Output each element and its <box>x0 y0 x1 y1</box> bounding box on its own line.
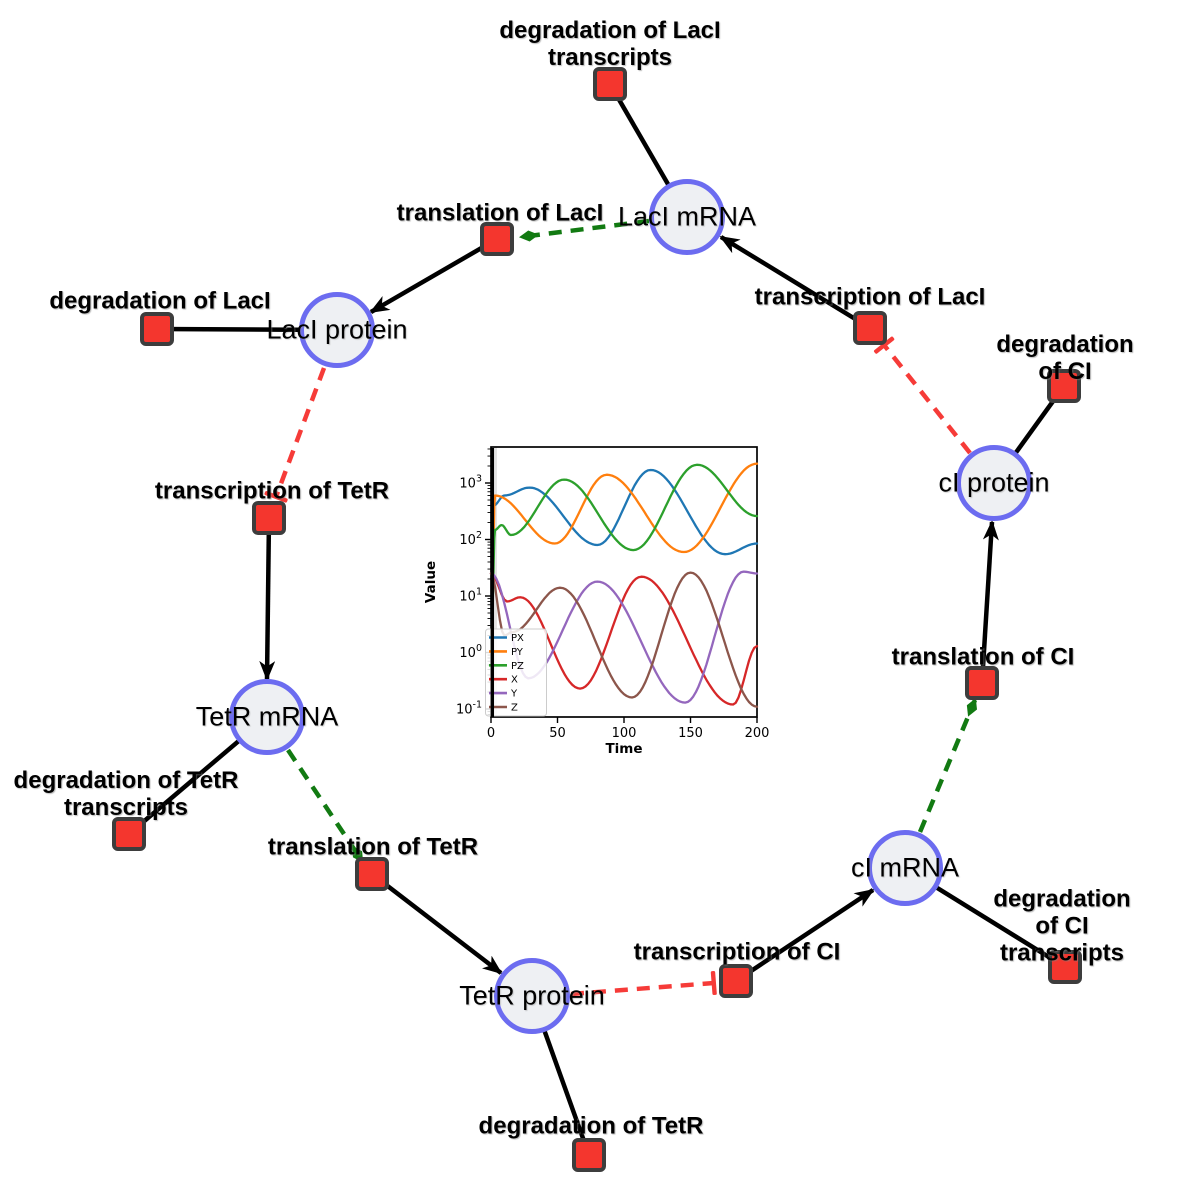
reaction-node-degradation-laci[interactable] <box>140 312 174 346</box>
reaction-node-transcription-ci[interactable] <box>719 964 753 998</box>
reaction-node-degradation-ci[interactable] <box>1047 369 1081 403</box>
species-label-tetr-mrna: TetR mRNA <box>195 701 339 732</box>
edge-translation-to-laciprotein <box>369 237 499 314</box>
reaction-label: translation of CI <box>891 643 1075 671</box>
reaction-node-degradation-tetr[interactable] <box>572 1138 606 1172</box>
reaction-label: degradation of CI transcripts <box>993 885 1131 967</box>
species-label-ci-mrna: cI mRNA <box>851 852 959 883</box>
y-tick-label: 100 <box>459 643 482 661</box>
reaction-node-degradation-tetr-transcripts[interactable] <box>112 817 146 851</box>
species-node-ci-protein[interactable] <box>956 445 1032 521</box>
reaction-node-degradation-ci-transcripts[interactable] <box>1048 950 1082 984</box>
x-tick-label: 100 <box>612 726 637 741</box>
species-label-laci-protein: LacI protein <box>266 314 408 345</box>
series-PX <box>489 468 759 654</box>
species-node-ci-mrna[interactable] <box>867 830 943 906</box>
edge-laciprotein-inhibits-tetr-transcription <box>264 367 327 503</box>
edge-transcription-to-cimrna <box>734 888 875 983</box>
series-X <box>489 572 759 706</box>
series-PZ <box>489 463 759 654</box>
reaction-node-degradation-laci-transcripts[interactable] <box>593 67 627 101</box>
reaction-label: transcription of CI <box>633 938 841 966</box>
reaction-label: degradation of CI <box>996 331 1134 385</box>
species-node-laci-protein[interactable] <box>299 292 375 368</box>
species-label-ci-protein: cI protein <box>938 467 1050 498</box>
x-tick-label: 150 <box>678 726 703 741</box>
species-node-laci-mrna[interactable] <box>649 179 725 255</box>
reaction-label: degradation of TetR transcripts <box>13 767 239 821</box>
edge-transcription-to-tetrmrna <box>259 517 276 681</box>
edge-cimrna-modifier-translation <box>917 698 978 833</box>
reaction-label: translation of LacI <box>396 199 604 227</box>
chart-legend: PX PY PZ XYZ <box>485 628 547 717</box>
reaction-label: degradation of LacI transcripts <box>499 17 721 71</box>
edge-ciprotein-inhibits-laci-transcription <box>873 336 972 455</box>
x-tick-label: 50 <box>549 726 566 741</box>
reaction-label: transcription of LacI <box>754 283 986 311</box>
x-tick-label: 200 <box>745 726 770 741</box>
edge-tetrprotein-inhibits-ci-transcription <box>570 970 717 997</box>
series-PY <box>489 462 759 654</box>
reaction-node-transcription-tetr[interactable] <box>252 501 286 535</box>
legend-label: Y <box>510 689 518 700</box>
y-tick-label: 102 <box>459 530 482 548</box>
reaction-node-translation-ci[interactable] <box>965 666 999 700</box>
y-tick-label: 101 <box>459 587 482 605</box>
species-label-laci-mrna: LacI mRNA <box>617 201 757 232</box>
edge-translation-to-ciprotein <box>979 520 999 684</box>
legend-label: PX <box>511 633 524 644</box>
series-Z <box>489 571 759 708</box>
reaction-node-translation-tetr[interactable] <box>355 857 389 891</box>
x-tick-label: 0 <box>487 726 495 741</box>
reaction-label: transcription of TetR <box>154 477 390 505</box>
legend-label: X <box>511 675 518 686</box>
species-node-tetr-mrna[interactable] <box>229 679 305 755</box>
y-tick-label: 10-1 <box>456 700 482 718</box>
legend-label: PY <box>511 647 524 658</box>
reaction-node-translation-laci[interactable] <box>480 222 514 256</box>
y-axis-title: Value <box>423 561 439 603</box>
species-node-tetr-protein[interactable] <box>494 958 570 1034</box>
edge-translation-to-tetrprotein <box>370 872 503 975</box>
y-tick-label: 103 <box>459 474 482 492</box>
edge-tetrmrna-modifier-translation <box>286 748 364 863</box>
x-axis-title: Time <box>605 741 642 757</box>
species-label-tetr-protein: TetR protein <box>459 980 605 1011</box>
edge-transcription-to-lacimrna <box>719 235 872 330</box>
reaction-label: translation of TetR <box>267 833 479 861</box>
reaction-label: degradation of LacI <box>49 287 271 315</box>
reaction-node-transcription-laci[interactable] <box>853 311 887 345</box>
legend-label: PZ <box>511 661 524 672</box>
reaction-label: degradation of TetR <box>478 1112 704 1140</box>
legend-label: Z <box>511 703 518 714</box>
